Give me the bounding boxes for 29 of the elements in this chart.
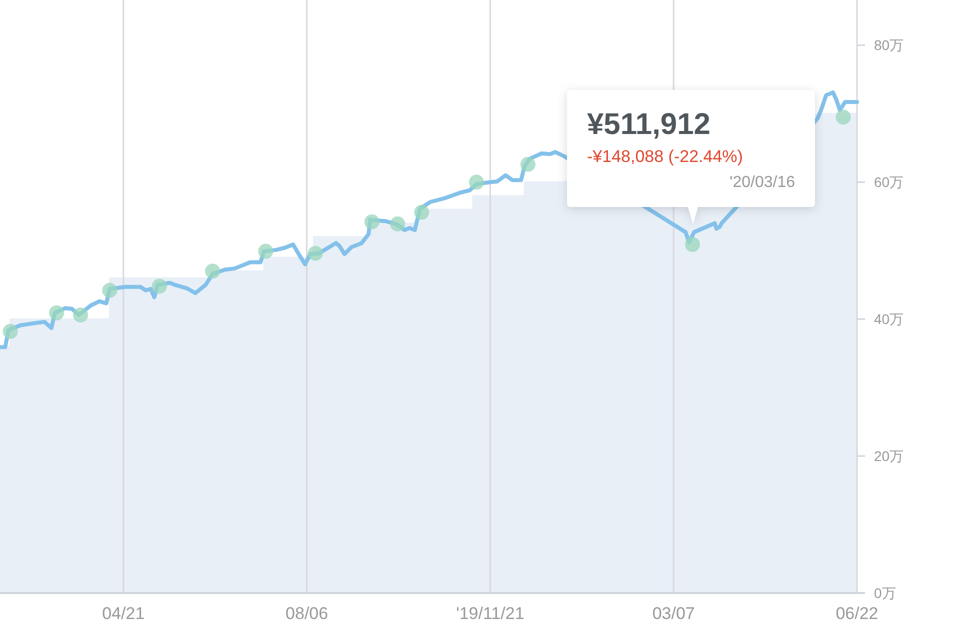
point [390, 216, 406, 232]
y-tick-label: 80万 [874, 37, 904, 54]
point [102, 282, 118, 298]
annotation: -¥148,088 (-22.44%) [587, 147, 743, 166]
y-tick-label: 40万 [874, 311, 904, 328]
point [468, 174, 484, 190]
x-tick-label: '19/11/21 [456, 604, 524, 623]
annotation: '20/03/16 [730, 174, 796, 191]
x-tick-label: 04/21 [102, 604, 145, 623]
point [520, 156, 536, 172]
point [414, 204, 430, 220]
x-tick-label: 06/22 [836, 604, 878, 623]
point [152, 278, 167, 294]
point [73, 307, 88, 322]
point [308, 246, 323, 261]
y-tick-label: 20万 [874, 448, 904, 464]
y-tick-label: 60万 [874, 174, 904, 190]
point [2, 324, 18, 339]
y-tick-label: 0万 [874, 585, 896, 601]
point [684, 236, 700, 252]
point [364, 214, 380, 230]
point [49, 305, 64, 320]
tooltip: ¥511,912 -¥148,088 (-22.44%) '20/03/16 [567, 90, 815, 224]
x-tick-label: 08/06 [286, 604, 328, 623]
annotation: ¥511,912 [587, 108, 710, 141]
x-tick-label: 03/07 [652, 604, 695, 623]
point [836, 110, 851, 125]
point [205, 264, 220, 279]
point [258, 244, 274, 259]
